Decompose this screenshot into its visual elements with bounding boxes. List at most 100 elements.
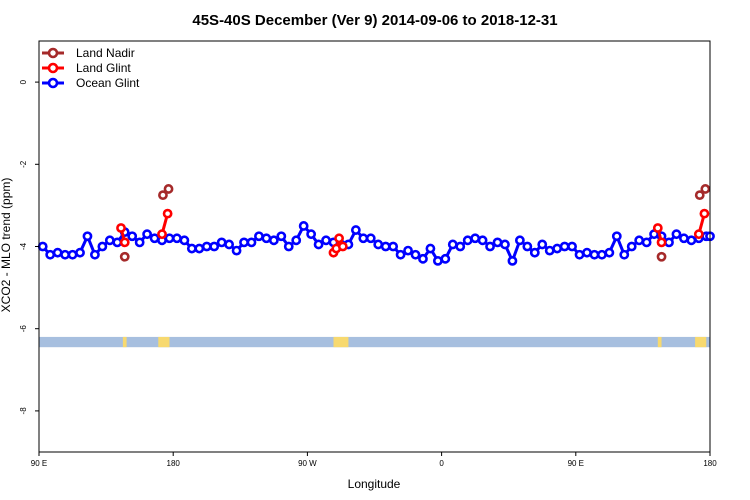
ocean-glint-point — [306, 229, 317, 240]
x-tick-label: 90 E — [568, 459, 584, 468]
ocean-glint-point — [470, 233, 481, 244]
ocean-glint-point — [582, 247, 592, 258]
ocean-glint-point — [104, 235, 115, 246]
ocean-glint-point — [60, 249, 70, 260]
legend-label: Land Glint — [76, 61, 131, 75]
ocean-glint-point — [45, 249, 56, 260]
ocean-glint-point — [321, 235, 331, 246]
ocean-glint-point — [619, 249, 630, 260]
ocean-glint-point — [432, 255, 443, 266]
ocean-glint-point — [507, 255, 518, 266]
x-axis: 90 E 180 90 W 0 90 E 180 — [31, 452, 717, 468]
ocean-glint-point — [380, 241, 391, 252]
land-glint-point — [334, 233, 344, 244]
ocean-glint-point — [239, 237, 249, 248]
ocean-glint-point — [425, 243, 436, 254]
ocean-glint-point — [268, 235, 279, 246]
legend-swatch-point — [47, 47, 59, 59]
ocean-glint-point — [574, 249, 585, 260]
ocean-glint-point — [313, 239, 324, 250]
ocean-glint-point — [559, 241, 570, 252]
land-nadir-point — [163, 184, 174, 194]
ocean-glint-point — [201, 241, 212, 252]
ocean-glint-point — [679, 233, 689, 244]
ocean-glint-point — [440, 253, 451, 264]
ocean-glint-point — [358, 233, 369, 244]
ocean-glint-point — [641, 237, 652, 248]
ocean-glint-point — [254, 231, 264, 242]
y-axis: 0 -2 -4 -6 -8 — [19, 79, 39, 414]
land-glint-point — [693, 229, 704, 240]
ocean-glint-point — [37, 241, 48, 252]
ocean-glint-point — [90, 249, 100, 260]
ocean-glint-point — [634, 235, 645, 246]
ocean-glint-point — [447, 239, 458, 250]
land-glint-point — [116, 223, 126, 233]
ocean-glint-point — [395, 249, 406, 260]
ocean-glint-point — [209, 241, 220, 252]
legend-swatch-point — [47, 77, 59, 89]
y-axis-label: XCO2 - MLO trend (ppm) — [0, 178, 13, 313]
map-land-patch — [695, 336, 707, 348]
ocean-glint-point — [283, 241, 294, 252]
ocean-glint-point — [589, 249, 600, 260]
ocean-glint-point — [194, 243, 205, 254]
ocean-glint-point — [403, 245, 413, 256]
map-land-patch — [158, 336, 170, 348]
ocean-glint-point — [529, 247, 540, 258]
ocean-glint-point — [291, 235, 302, 246]
ocean-glint-point — [604, 247, 615, 258]
ocean-glint-point — [172, 233, 182, 244]
map-land-patch — [333, 336, 349, 348]
land-glint-point — [162, 208, 173, 219]
legend-label: Land Nadir — [76, 46, 135, 60]
y-tick-label: -2 — [19, 160, 28, 168]
x-tick-label: 180 — [703, 459, 717, 468]
y-tick-label: -6 — [19, 325, 28, 333]
y-tick-label: -8 — [19, 407, 28, 415]
ocean-glint-point — [97, 241, 108, 252]
ocean-glint-point — [67, 249, 78, 260]
map-ocean-band — [39, 336, 710, 348]
land-glint-point — [656, 237, 667, 248]
land-glint-point — [337, 241, 348, 252]
ocean-glint-point — [388, 241, 399, 252]
land-nadir-point — [656, 251, 667, 262]
ocean-glint-point — [664, 237, 674, 248]
ocean-glint-point — [567, 241, 577, 252]
ocean-glint-point — [455, 241, 466, 252]
land-nadir-point — [158, 190, 168, 201]
legend-swatch-point — [47, 62, 59, 74]
ocean-glint-point — [75, 247, 85, 258]
map-strip — [39, 336, 710, 348]
ocean-glint-point — [477, 235, 488, 246]
ocean-glint-point — [626, 241, 637, 252]
ocean-glint-point — [492, 237, 503, 248]
ocean-glint-point — [82, 231, 93, 242]
x-axis-label: Longitude — [348, 477, 401, 491]
ocean-glint-point — [537, 239, 548, 250]
ocean-glint-point — [522, 241, 533, 252]
ocean-glint-point — [298, 221, 309, 231]
ocean-glint-point — [112, 237, 123, 248]
x-tick-label: 90 W — [298, 459, 317, 468]
ocean-glint-point — [224, 239, 235, 250]
land-nadir-point — [694, 190, 705, 201]
ocean-glint-point — [216, 237, 227, 248]
land-glint-point — [699, 208, 710, 219]
ocean-glint-point — [350, 225, 361, 235]
ocean-glint-point — [462, 235, 473, 246]
ocean-glint-point — [276, 231, 287, 242]
land-glint-point — [652, 223, 663, 233]
ocean-glint-point — [179, 235, 190, 246]
ocean-glint-point — [142, 229, 153, 240]
ocean-glint-point — [418, 253, 428, 264]
ocean-glint-point — [373, 239, 384, 250]
ocean-glint-point — [544, 245, 555, 256]
ocean-glint-point — [261, 233, 272, 244]
ocean-glint-point — [164, 233, 175, 244]
y-tick-label: 0 — [19, 79, 28, 84]
chart-title: 45S-40S December (Ver 9) 2014-09-06 to 2… — [192, 12, 557, 29]
